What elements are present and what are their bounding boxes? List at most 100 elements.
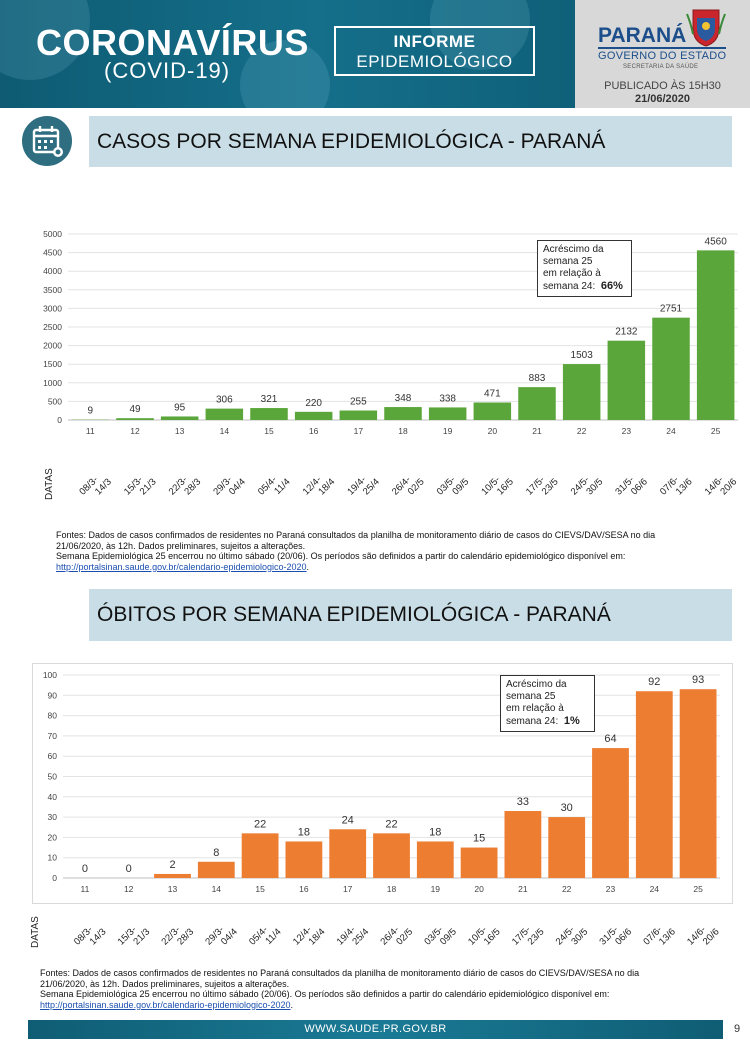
x-tick-label: 18: [387, 884, 397, 894]
y-tick-label: 30: [48, 812, 58, 822]
footer-bar: WWW.SAUDE.PR.GOV.BR: [28, 1020, 723, 1039]
bar: [197, 861, 235, 878]
cases-callout: Acréscimo da semana 25 em relação à sema…: [537, 240, 632, 297]
bar: [339, 410, 378, 420]
data-label: 883: [529, 373, 546, 384]
bar: [473, 402, 512, 420]
government-logo-area: PARANÁ GOVERNO DO ESTADO SECRETARIA DA S…: [575, 0, 750, 108]
bar: [329, 829, 367, 878]
x-tick-label: 23: [622, 426, 632, 436]
x-tick-label: 23: [606, 884, 616, 894]
date-range-label: 24/5-30/5: [569, 469, 606, 505]
callout-line: semana 25: [543, 256, 593, 267]
date-range-label: 24/5-30/5: [554, 919, 591, 955]
bar: [518, 387, 556, 420]
data-label: 24: [342, 814, 354, 826]
data-label: 321: [261, 394, 278, 405]
x-tick-label: 25: [711, 426, 721, 436]
published-time: PUBLICADO ÀS 15H30: [604, 80, 721, 92]
data-label: 2: [169, 859, 175, 871]
bar: [416, 841, 454, 878]
x-tick-label: 20: [488, 426, 498, 436]
x-tick-label: 16: [299, 884, 309, 894]
x-tick-label: 24: [666, 426, 676, 436]
x-tick-label: 19: [431, 884, 441, 894]
data-label: 49: [129, 404, 141, 415]
bar: [205, 408, 244, 420]
gov-divider: [598, 47, 726, 49]
data-label: 348: [395, 393, 412, 404]
x-tick-label: 22: [577, 426, 587, 436]
data-label: 33: [517, 796, 529, 808]
bar: [562, 364, 601, 420]
x-tick-label: 14: [212, 884, 222, 894]
date-range-label: 31/5-06/6: [613, 469, 650, 505]
date-range-label: 15/3-21/3: [116, 919, 153, 955]
y-tick-label: 1500: [43, 359, 62, 369]
y-tick-label: 3000: [43, 303, 62, 313]
data-label: 9: [88, 406, 94, 417]
x-tick-label: 17: [354, 426, 364, 436]
y-tick-label: 50: [48, 772, 58, 782]
date-range-label: 17/5-23/5: [510, 919, 547, 955]
header-subtitle: (COVID-19): [104, 58, 231, 83]
bar: [679, 689, 717, 878]
bar: [294, 411, 333, 420]
header-banner: CORONAVÍRUS (COVID-19) INFORME EPIDEMIOL…: [0, 0, 575, 108]
bar: [607, 340, 646, 420]
bar: [592, 748, 629, 878]
date-range-label: 05/4-11/4: [247, 919, 284, 955]
date-range-label: 07/6-13/6: [658, 469, 695, 505]
date-range-label: 14/6-20/6: [685, 919, 722, 955]
data-label: 15: [473, 833, 485, 845]
data-label: 306: [216, 395, 233, 406]
informe-line1: INFORME: [393, 32, 476, 51]
bar: [696, 250, 735, 420]
data-label: 2751: [660, 304, 683, 315]
published-date: 21/06/2020: [634, 93, 691, 105]
x-tick-label: 15: [255, 884, 265, 894]
x-tick-label: 25: [693, 884, 703, 894]
date-range-label: 29/3-04/4: [203, 919, 240, 955]
x-tick-label: 17: [343, 884, 353, 894]
informe-line2: EPIDEMIOLÓGICO: [356, 52, 513, 71]
data-label: 93: [692, 674, 704, 686]
calendar-link[interactable]: http://portalsinan.saude.gov.br/calendar…: [40, 999, 291, 1010]
x-tick-label: 13: [175, 426, 185, 436]
y-tick-label: 70: [48, 731, 58, 741]
date-range-label: 17/5-23/5: [524, 469, 561, 505]
gov-estado: GOVERNO DO ESTADO: [598, 50, 727, 62]
bar: [548, 817, 586, 878]
date-range-label: 12/4-18/4: [301, 469, 338, 505]
x-tick-label: 14: [220, 426, 230, 436]
header-title: CORONAVÍRUS: [36, 22, 309, 63]
x-tick-label: 19: [443, 426, 453, 436]
data-label: 30: [561, 802, 573, 814]
y-tick-label: 0: [52, 873, 57, 883]
callout-line: semana 25: [506, 691, 556, 702]
data-label: 22: [254, 818, 266, 830]
source-suffix: .: [290, 999, 294, 1010]
calendar-link[interactable]: http://portalsinan.saude.gov.br/calendar…: [56, 561, 307, 572]
callout-line: em relação à: [506, 703, 564, 714]
bar: [250, 408, 288, 420]
source-text: Fontes: Dados de casos confirmados de re…: [40, 968, 640, 978]
bar: [652, 317, 690, 420]
y-tick-label: 20: [48, 832, 58, 842]
x-tick-label: 21: [532, 426, 542, 436]
y-tick-label: 3500: [43, 285, 62, 295]
cases-chart: 0 500 1000 1500 2000 2500 3000 3500 4000 4500 5000…: [43, 229, 739, 505]
y-tick-label: 5000: [43, 229, 62, 239]
x-tick-label: 12: [130, 426, 140, 436]
footer-url[interactable]: WWW.SAUDE.PR.GOV.BR: [304, 1023, 447, 1035]
page-number: 9: [734, 1023, 741, 1035]
cases-sources: Fontes: Dados de casos confirmados de re…: [56, 530, 736, 572]
bar: [116, 418, 154, 420]
date-range-label: 03/5-09/5: [435, 469, 472, 505]
deaths-chart: 0 10 20 30 40 50 60 70 80 90 100 0 11 08/3-14/3 0 12 15/…: [43, 670, 722, 955]
date-range-label: 15/3-21/3: [122, 469, 159, 505]
y-tick-label: 4000: [43, 266, 62, 276]
callout-line: em relação à: [543, 268, 601, 279]
bar: [428, 407, 467, 420]
data-label: 0: [82, 863, 88, 875]
